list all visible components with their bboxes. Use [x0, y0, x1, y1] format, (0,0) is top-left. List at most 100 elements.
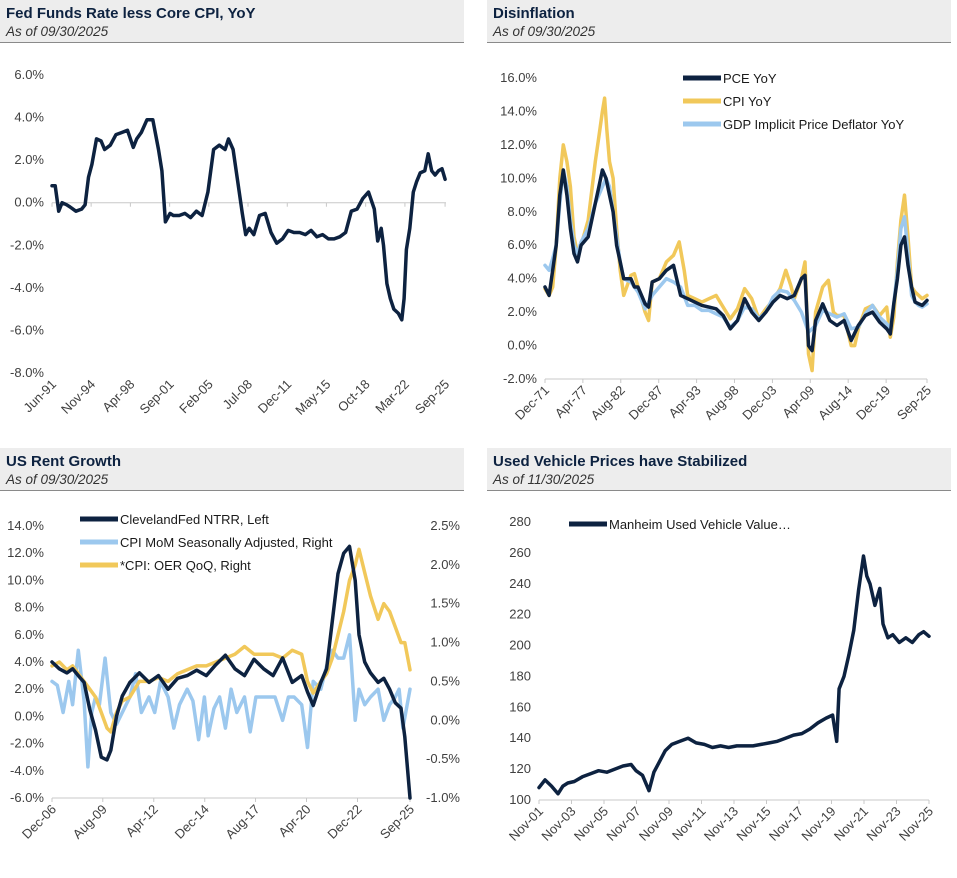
x-tick-label: Sep-25	[377, 802, 417, 842]
y-tick-label: -6.0%	[10, 790, 44, 805]
x-tick-label: Nov-15	[733, 804, 773, 844]
y-tick-label: 0.0%	[14, 195, 44, 210]
x-tick-label: Nov-25	[896, 804, 936, 844]
series-line-pce-yoy	[543, 168, 929, 353]
chart-subtitle: As of 09/30/2025	[493, 24, 596, 39]
series-line-clevelandfed-ntrr-left	[50, 544, 412, 800]
y-tick-label: 200	[509, 638, 531, 653]
x-tick-label: Nov-09	[636, 804, 676, 844]
y-tick-label: 10.0%	[500, 170, 537, 185]
legend-label: PCE YoY	[723, 71, 777, 86]
y-tick-label: 6.0%	[14, 67, 44, 82]
chart-title: Disinflation	[493, 5, 575, 22]
y-tick-label: -6.0%	[10, 322, 44, 337]
y-tick-label: 10.0%	[7, 572, 44, 587]
x-tick-label: Apr-20	[275, 802, 313, 840]
panel-disinflation: Disinflation As of 09/30/2025 -2.0% 0.0% 2…	[487, 0, 951, 430]
x-tick-label: Nov-07	[603, 804, 643, 844]
y2-tick-label: -0.5%	[426, 751, 460, 766]
x-tick-label: Nov-23	[863, 804, 903, 844]
panel-used-vehicles: Used Vehicle Prices have Stabilized As o…	[487, 448, 951, 878]
y-tick-label: 14.0%	[500, 103, 537, 118]
y2-tick-label: 0.5%	[430, 673, 460, 688]
x-tick-label: Nov-03	[538, 804, 578, 844]
y-tick-label: -2.0%	[503, 371, 537, 386]
y-tick-label: 12.0%	[500, 137, 537, 152]
y-tick-label: 0.0%	[14, 708, 44, 723]
chart-subtitle: As of 09/30/2025	[6, 24, 109, 39]
x-tick-label: Dec-06	[19, 802, 59, 842]
used-vehicle-chart: 100120140160180200220240260280Nov-01Nov-…	[506, 514, 936, 844]
y2-tick-label: 1.5%	[430, 596, 460, 611]
x-tick-label: Dec-22	[324, 802, 364, 842]
x-tick-label: Dec-71	[512, 383, 552, 423]
y-tick-label: 120	[509, 761, 531, 776]
x-tick-label: May-15	[292, 377, 333, 418]
y-tick-label: 2.0%	[507, 304, 537, 319]
y-tick-label: 260	[509, 545, 531, 560]
y-tick-label: 220	[509, 607, 531, 622]
x-tick-label: Dec-11	[255, 377, 295, 417]
x-tick-label: Nov-11	[669, 804, 709, 844]
panel-fed-funds: Fed Funds Rate less Core CPI, YoY As of …	[0, 0, 464, 430]
y2-tick-label: -1.0%	[426, 790, 460, 805]
chart-title: Used Vehicle Prices have Stabilized	[493, 453, 748, 470]
y-tick-label: 16.0%	[500, 70, 537, 85]
y-tick-label: 100	[509, 792, 531, 807]
x-tick-label: Nov-05	[571, 804, 611, 844]
x-tick-label: Jun-91	[20, 377, 59, 416]
y-tick-label: 6.0%	[507, 237, 537, 252]
y-tick-label: -4.0%	[10, 763, 44, 778]
y2-tick-label: 0.0%	[430, 712, 460, 727]
x-tick-label: Apr-77	[552, 383, 590, 421]
x-tick-label: Dec-87	[626, 383, 666, 423]
x-tick-label: Aug-09	[70, 802, 110, 842]
x-tick-label: Apr-12	[123, 802, 161, 840]
x-tick-label: Sep-25	[894, 383, 934, 423]
legend-label: GDP Implicit Price Deflator YoY	[723, 117, 904, 132]
x-tick-label: Aug-14	[815, 383, 855, 423]
x-tick-label: Oct-18	[335, 377, 373, 415]
fed-funds-chart: -8.0% -6.0% -4.0% -2.0% 0.0% 2.0% 4.0% 6.0% Jun-…	[10, 67, 452, 418]
y-tick-label: 8.0%	[507, 204, 537, 219]
legend-label: Manheim Used Vehicle Value…	[609, 517, 791, 532]
x-tick-label: Nov-19	[798, 804, 838, 844]
y2-tick-label: 1.0%	[430, 635, 460, 650]
legend-label: *CPI: OER QoQ, Right	[120, 558, 251, 573]
chart-subtitle: As of 11/30/2025	[493, 472, 595, 487]
y-tick-label: 12.0%	[7, 545, 44, 560]
y-tick-label: 140	[509, 730, 531, 745]
panel-header: Disinflation As of 09/30/2025	[487, 0, 951, 43]
x-tick-label: Dec-03	[739, 383, 779, 423]
y2-tick-label: 2.5%	[430, 518, 460, 533]
x-tick-label: Mar-22	[372, 377, 412, 417]
y-tick-label: -4.0%	[10, 280, 44, 295]
x-tick-label: Nov-13	[701, 804, 741, 844]
y-tick-label: 280	[509, 514, 531, 529]
x-tick-label: Feb-05	[176, 377, 216, 417]
disinflation-chart: -2.0% 0.0% 2.0% 4.0% 6.0% 8.0% 10.0% 12.0% 14.0%…	[500, 70, 934, 423]
panel-header: Used Vehicle Prices have Stabilized As o…	[487, 448, 951, 491]
y-tick-label: 4.0%	[507, 271, 537, 286]
x-tick-label: Dec-14	[172, 802, 212, 842]
y-tick-label: -8.0%	[10, 365, 44, 380]
series-line-fed-funds-rate-less-core-cpi	[50, 117, 447, 322]
panel-header: US Rent Growth As of 09/30/2025	[0, 448, 464, 491]
x-tick-label: Aug-98	[701, 383, 741, 423]
x-tick-label: Nov-21	[831, 804, 871, 844]
chart-title: Fed Funds Rate less Core CPI, YoY	[6, 5, 256, 22]
panel-rent-growth: US Rent Growth As of 09/30/2025 -6.0% -4.…	[0, 448, 464, 878]
y-tick-label: -2.0%	[10, 237, 44, 252]
series-line-cpi-oer-qoq-right	[50, 547, 412, 734]
x-tick-label: Sep-01	[137, 377, 177, 417]
x-tick-label: Nov-94	[58, 377, 98, 417]
x-tick-label: Aug-82	[588, 383, 628, 423]
y-tick-label: 160	[509, 699, 531, 714]
y-tick-label: 180	[509, 668, 531, 683]
legend-label: CPI YoY	[723, 94, 772, 109]
x-tick-label: Aug-17	[222, 802, 262, 842]
x-tick-label: Apr-09	[779, 383, 817, 421]
series-line-cpi-yoy	[543, 96, 929, 373]
y-tick-label: 240	[509, 576, 531, 591]
y-tick-label: 2.0%	[14, 681, 44, 696]
